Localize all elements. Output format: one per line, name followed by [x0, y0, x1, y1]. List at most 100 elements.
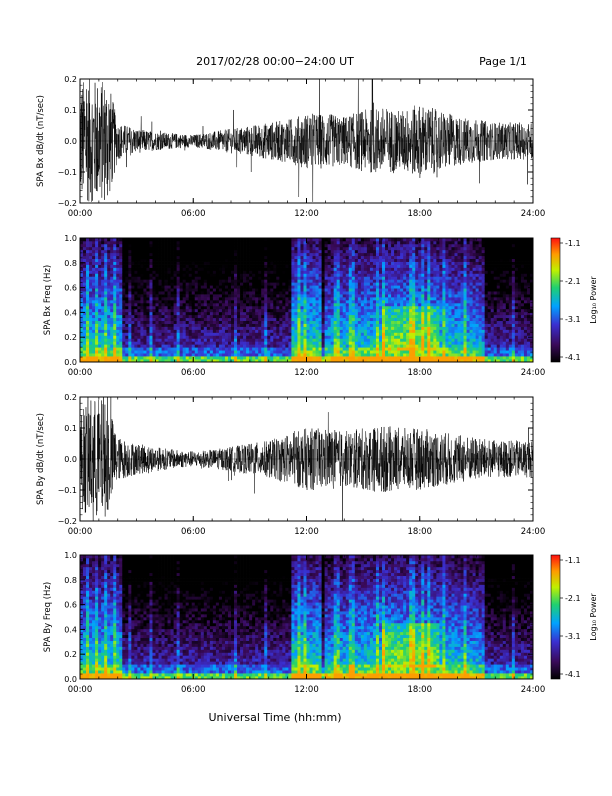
spectrogram-cell	[146, 282, 149, 285]
spectrogram-cell	[104, 273, 107, 276]
spectrogram-cell	[128, 294, 131, 297]
spectrogram-cell	[162, 285, 165, 288]
spectrogram-cell	[264, 253, 267, 256]
spectrogram-cell	[379, 291, 382, 294]
spectrogram-cell	[174, 285, 177, 288]
spectrogram-cell	[319, 350, 322, 353]
spectrogram-cell	[243, 347, 246, 350]
spectrogram-cell	[213, 244, 216, 247]
spectrogram-cell	[264, 276, 267, 279]
spectrogram-cell	[400, 273, 403, 276]
spectrogram-cell	[213, 253, 216, 256]
spectrogram-cell	[313, 262, 316, 265]
spectrogram-cell	[361, 265, 364, 268]
spectrogram-cell	[249, 300, 252, 303]
spectrogram-cell	[288, 324, 291, 327]
spectrogram-cell	[331, 244, 334, 247]
spectrogram-cell	[125, 338, 128, 341]
spectrogram-cell	[328, 262, 331, 265]
spectrogram-cell	[285, 244, 288, 247]
spectrogram-cell	[391, 259, 394, 262]
spectrogram-cell	[171, 303, 174, 306]
spectrogram-cell	[300, 300, 303, 303]
spectrogram-cell	[110, 273, 113, 276]
spectrogram-cell	[183, 309, 186, 312]
spectrogram-cell	[331, 306, 334, 309]
spectrogram-cell	[352, 285, 355, 288]
spectrogram-cell	[234, 335, 237, 338]
spectrogram-cell	[276, 335, 279, 338]
spectrogram-cell	[334, 327, 337, 330]
spectrogram-cell	[83, 259, 86, 262]
spectrogram-cell	[303, 250, 306, 253]
spectrogram-cell	[300, 259, 303, 262]
spectrogram-cell	[180, 265, 183, 268]
spectrogram-cell	[92, 332, 95, 335]
spectrogram-cell	[165, 330, 168, 333]
spectrogram-cell	[406, 335, 409, 338]
spectrogram-cell	[137, 265, 140, 268]
spectrogram-cell	[255, 344, 258, 347]
spectrogram-cell	[107, 297, 110, 300]
spectrogram-cell	[397, 332, 400, 335]
spectrogram-cell	[424, 341, 427, 344]
spectrogram-cell	[116, 270, 119, 273]
spectrogram-cell	[258, 335, 261, 338]
spectrogram-cell	[246, 288, 249, 291]
spectrogram-cell	[156, 297, 159, 300]
spectrogram-cell	[279, 273, 282, 276]
spectrogram-cell	[137, 338, 140, 341]
spectrogram-cell	[225, 276, 228, 279]
spectrogram-cell	[183, 300, 186, 303]
spectrogram-cell	[222, 335, 225, 338]
spectrogram-cell	[297, 256, 300, 259]
spectrogram-cell	[243, 273, 246, 276]
spectrogram-cell	[328, 270, 331, 273]
spectrogram-cell	[156, 294, 159, 297]
spectrogram-cell	[89, 350, 92, 353]
spectrogram-cell	[415, 338, 418, 341]
spectrogram-cell	[228, 282, 231, 285]
spectrogram-cell	[349, 312, 352, 315]
spectrogram-cell	[162, 344, 165, 347]
spectrogram-cell	[168, 259, 171, 262]
spectrogram-cell	[303, 300, 306, 303]
spectrogram-cell	[391, 291, 394, 294]
spectrogram-cell	[334, 356, 337, 359]
spectrogram-cell	[319, 250, 322, 253]
spectrogram-cell	[403, 262, 406, 265]
spectrogram-cell	[316, 303, 319, 306]
spectrogram-cell	[101, 321, 104, 324]
spectrogram-cell	[418, 330, 421, 333]
spectrogram-cell	[92, 312, 95, 315]
spectrogram-cell	[237, 335, 240, 338]
spectrogram-cell	[152, 321, 155, 324]
spectrogram-cell	[261, 282, 264, 285]
spectrogram-cell	[125, 259, 128, 262]
spectrogram-cell	[249, 324, 252, 327]
spectrogram-cell	[325, 330, 328, 333]
spectrogram-cell	[331, 259, 334, 262]
spectrogram-cell	[270, 315, 273, 318]
spectrogram-cell	[198, 259, 201, 262]
spectrogram-cell	[409, 324, 412, 327]
spectrogram-cell	[222, 330, 225, 333]
spectrogram-cell	[240, 347, 243, 350]
spectrogram-cell	[370, 330, 373, 333]
spectrogram-cell	[243, 327, 246, 330]
spectrogram-cell	[391, 294, 394, 297]
spectrogram-cell	[325, 276, 328, 279]
spectrogram-cell	[183, 297, 186, 300]
spectrogram-cell	[146, 356, 149, 359]
spectrogram-cell	[294, 294, 297, 297]
spectrogram-cell	[294, 297, 297, 300]
spectrogram-cell	[186, 262, 189, 265]
spectrogram-cell	[264, 297, 267, 300]
spectrogram-cell	[89, 247, 92, 250]
spectrogram-cell	[119, 291, 122, 294]
spectrogram-cell	[104, 282, 107, 285]
spectrogram-cell	[252, 241, 255, 244]
spectrogram-cell	[427, 262, 430, 265]
spectrogram-cell	[267, 268, 270, 271]
spectrogram-cell	[89, 270, 92, 273]
